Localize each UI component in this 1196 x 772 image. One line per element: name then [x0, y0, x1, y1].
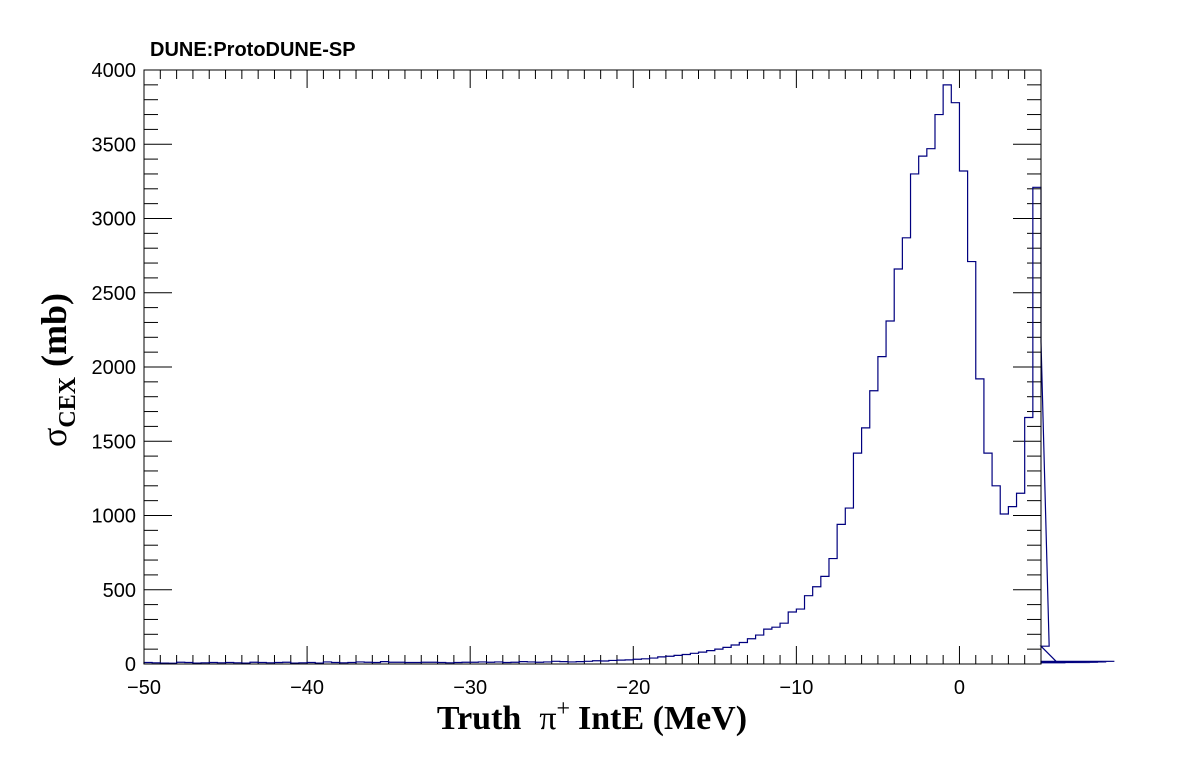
y-tick-label: 2500 [92, 283, 137, 305]
histogram-bin [935, 115, 943, 664]
x-axis-title-particle: π [539, 700, 556, 737]
y-tick-label: 3500 [92, 134, 137, 156]
histogram-bin [1000, 514, 1008, 664]
axis-ticks [143, 69, 1042, 665]
histogram-bin [690, 653, 698, 664]
histogram-bin [650, 658, 658, 664]
histogram-bin [837, 524, 845, 664]
histogram-bin [682, 654, 690, 664]
x-axis-title: Truth π+ IntE (MeV) [437, 696, 747, 737]
histogram-bin [1017, 493, 1025, 664]
histogram-bin [772, 627, 780, 664]
experiment-label: DUNE:ProtoDUNE-SP [150, 39, 356, 61]
histogram-bin [674, 655, 682, 664]
y-tick-label: 500 [103, 580, 136, 602]
histogram-bin [870, 391, 878, 664]
histogram-bin [780, 623, 788, 664]
histogram-bin [829, 559, 837, 664]
histogram-bin [968, 262, 976, 664]
axis-tick-labels: −50 −40 −30 −20 −10 0 0 500 1000 1500 2000 2500 3000… [92, 60, 966, 699]
histogram-bin [788, 612, 796, 664]
histogram-bin [845, 508, 853, 664]
histogram-bin [707, 651, 715, 664]
histogram-bin [984, 453, 992, 664]
histogram-bin [658, 657, 666, 664]
histogram-bin [641, 659, 649, 664]
histogram-bin [853, 453, 861, 664]
histogram-bin [633, 659, 641, 664]
histogram-bin [976, 379, 984, 664]
x-tick-label: −10 [779, 677, 813, 699]
histogram-bin [617, 660, 625, 664]
y-tick-label: 2000 [92, 357, 137, 379]
y-axis-title-subscript: CEX [55, 376, 81, 427]
x-tick-label: −40 [290, 677, 324, 699]
histogram-bin [756, 635, 764, 664]
histogram-bin [609, 660, 617, 664]
x-axis-title-prefix: Truth [437, 700, 521, 737]
histogram-bin [951, 103, 959, 664]
y-tick-label: 1500 [92, 431, 137, 453]
y-tick-label: 4000 [92, 60, 137, 82]
y-tick-label: 3000 [92, 209, 137, 231]
y-axis-title-symbol: σ [34, 428, 74, 447]
histogram-bin [862, 428, 870, 664]
histogram-bin [992, 486, 1000, 664]
histogram-bin [878, 357, 886, 664]
histogram-bin [1033, 187, 1041, 664]
histogram-bin [739, 642, 747, 664]
y-tick-label: 1000 [92, 506, 137, 528]
histogram-bin [715, 649, 723, 664]
y-axis-title-unit: (mb) [34, 293, 74, 367]
histogram-bin [919, 156, 927, 664]
x-tick-label: −30 [453, 677, 487, 699]
histogram-bin [723, 647, 731, 664]
histogram-bin [1025, 417, 1033, 664]
histogram-series [143, 84, 1115, 664]
histogram-bin [894, 269, 902, 664]
histogram-bin [796, 609, 804, 664]
y-tick-label: 0 [125, 654, 136, 676]
histogram-bin [1008, 507, 1016, 664]
x-tick-label: −50 [127, 677, 161, 699]
histogram-bin [886, 321, 894, 664]
x-tick-label: 0 [954, 677, 965, 699]
x-axis-title-suffix: IntE (MeV) [578, 700, 747, 737]
histogram-bin [943, 85, 951, 664]
histogram-bin [911, 174, 919, 664]
x-tick-label: −20 [616, 677, 650, 699]
histogram-bin [699, 652, 707, 664]
histogram-bin [813, 587, 821, 664]
histogram-bin [731, 645, 739, 664]
histogram-bin [747, 639, 755, 664]
y-axis-title: σCEX (mb) [34, 293, 81, 447]
plot-frame [143, 69, 1042, 665]
histogram-bin [805, 596, 813, 664]
histogram-bin [927, 149, 935, 664]
histogram-bin [666, 656, 674, 664]
histogram-bin [902, 238, 910, 664]
histogram-bin [959, 171, 967, 664]
histogram-bin [821, 576, 829, 664]
histogram-bin [625, 660, 633, 664]
histogram-bin [764, 629, 772, 664]
x-axis-title-charge: + [556, 696, 570, 722]
